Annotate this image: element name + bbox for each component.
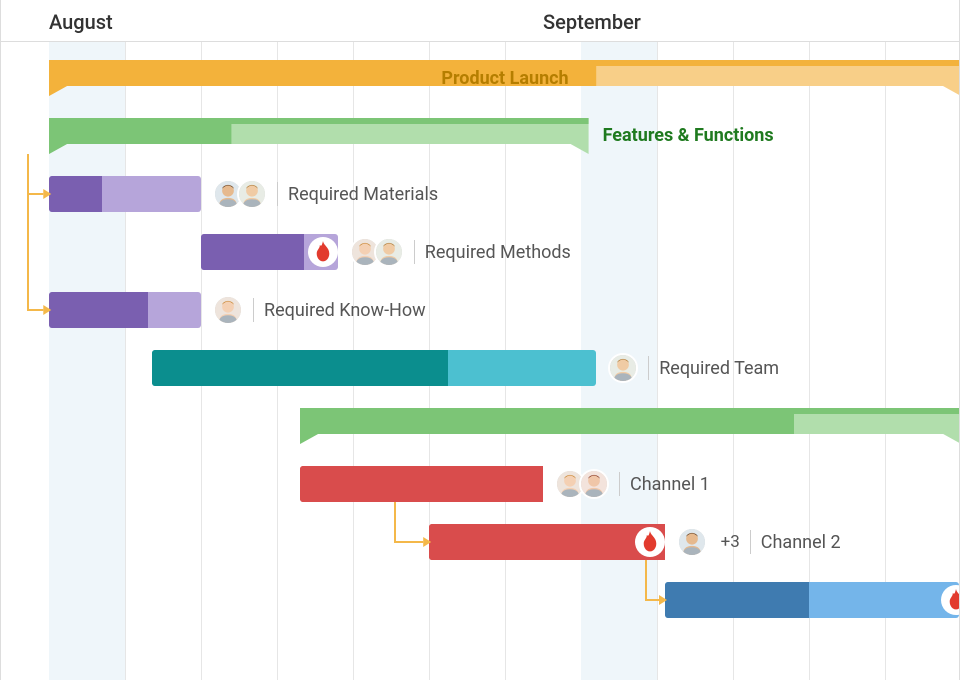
group-row [1,408,959,444]
avatar-group [608,353,638,383]
avatar [677,527,707,557]
avatar-more-count: +3 [721,532,740,552]
task-label: Required Materials [288,184,438,205]
task-label: Channel 1 [630,474,710,495]
group-bar-group-3[interactable] [300,408,960,444]
task-progress [201,234,304,270]
fire-icon [308,237,338,267]
task-meta: Required Know-How [213,292,426,328]
task-bar-req-materials[interactable] [49,176,201,212]
group-row: Features & Functions [1,118,959,154]
meta-divider [414,240,415,264]
group-row: Product Launch [1,60,959,96]
task-meta: Required Team [608,350,779,386]
task-bar-channel-2[interactable] [429,524,665,560]
fire-icon [635,527,665,557]
avatar-group [677,527,707,557]
task-bar-req-knowhow[interactable] [49,292,201,328]
avatar-group [555,469,609,499]
task-row: +3 Channel 2 [1,524,959,560]
task-label: Channel 2 [761,532,841,553]
group-bar-features-functions[interactable] [49,118,589,154]
group-label: Product Launch [441,68,568,89]
avatar [374,237,404,267]
task-label: Required Team [659,358,779,379]
group-bar-product-launch[interactable]: Product Launch [49,60,960,96]
avatar-group [213,295,243,325]
task-row: Required Know-How [1,292,959,328]
task-label: Required Know-How [264,300,426,321]
meta-divider [648,356,649,380]
meta-divider [750,530,751,554]
task-label: Required Methods [425,242,571,263]
task-progress [49,292,148,328]
task-progress [429,524,665,560]
task-row: Required Team [1,350,959,386]
month-label: September [543,10,641,34]
task-bar-req-methods[interactable] [201,234,338,270]
meta-divider [619,472,620,496]
dependency-connector [640,554,677,606]
month-label: August [49,10,113,34]
meta-divider [253,298,254,322]
avatar [608,353,638,383]
task-row: Required Methods [1,234,959,270]
dependency-connector [22,148,61,316]
avatar [237,179,267,209]
avatar-group [350,237,404,267]
fire-icon [941,585,960,615]
task-progress [665,582,809,618]
task-meta: Channel 1 [555,466,710,502]
avatar [213,295,243,325]
task-meta: +3 Channel 2 [677,524,841,560]
task-meta: Required Methods [350,234,571,270]
gantt-chart: August September Product Launch Features … [0,0,960,680]
avatar-group [213,179,267,209]
group-label: Features & Functions [603,125,774,146]
task-row: Required Materials [1,176,959,212]
dependency-connector [389,496,441,548]
task-meta: Required Materials [213,176,438,212]
task-row [1,582,959,618]
task-bar-req-team[interactable] [152,350,597,386]
avatar [579,469,609,499]
timeline-header: August September [1,0,959,42]
task-row: Channel 1 [1,466,959,502]
task-bar-task-blue[interactable] [665,582,959,618]
task-progress [152,350,448,386]
meta-divider [277,182,278,206]
